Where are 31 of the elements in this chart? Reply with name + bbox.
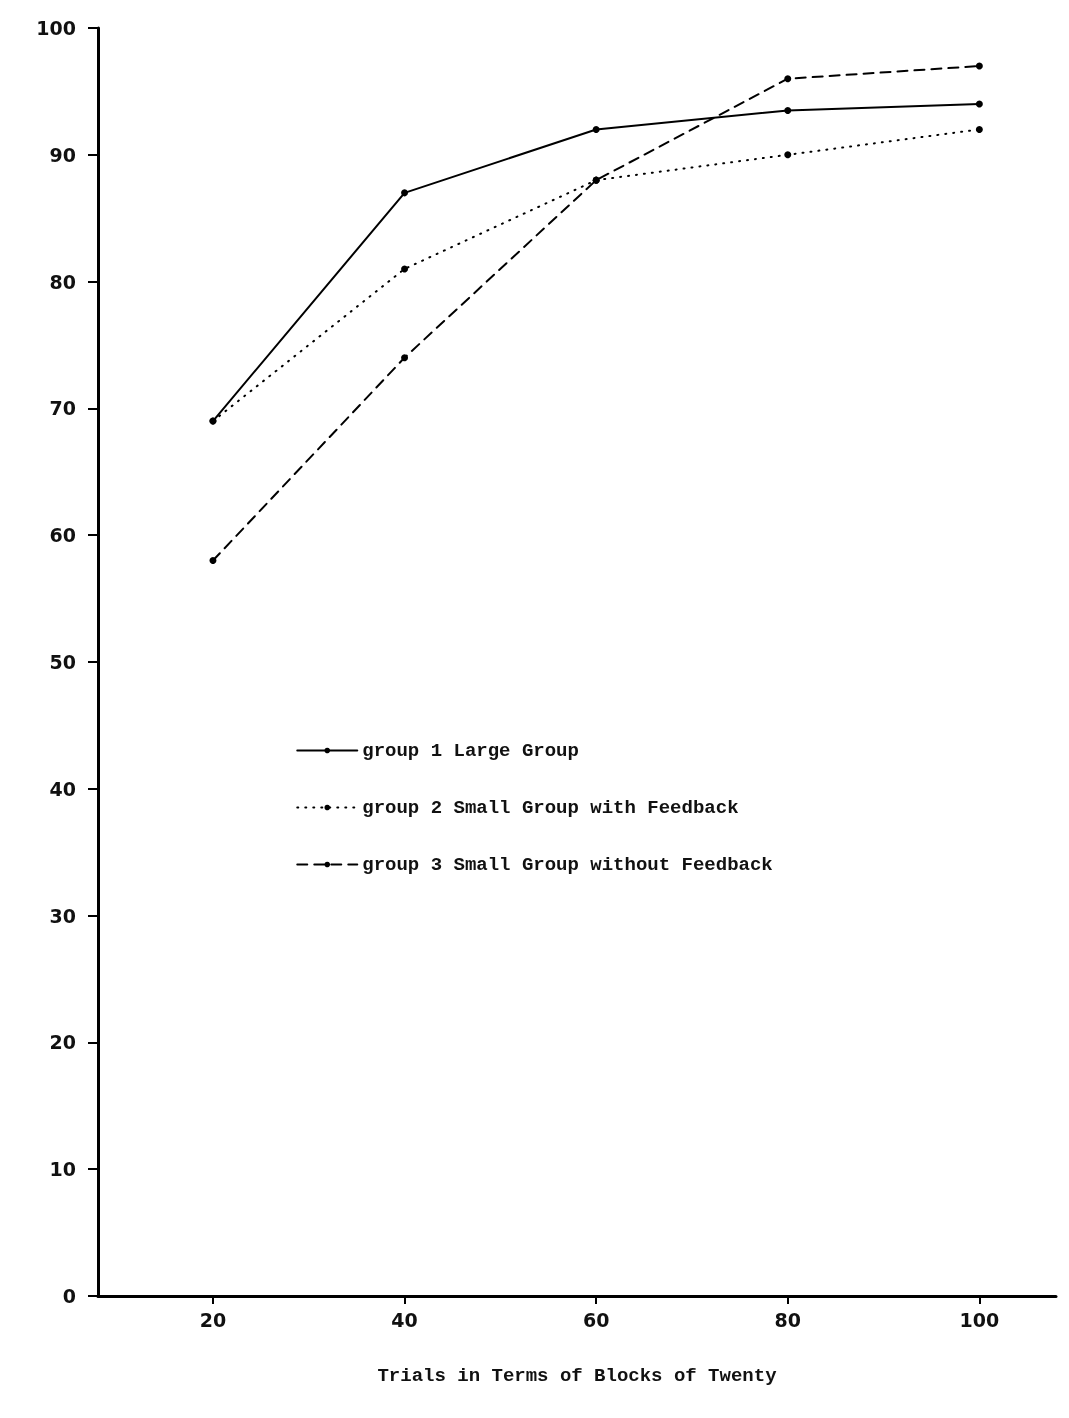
point [401, 189, 409, 197]
x-tick-label: 20 [199, 1308, 227, 1331]
point [784, 151, 792, 159]
legend-label: group 2 Small Group with Feedback [362, 796, 739, 819]
legend-label: group 1 Large Group [362, 739, 579, 762]
point [209, 557, 217, 565]
legend-label: group 3 Small Group without Feedback [362, 853, 773, 876]
y-tick-label: 50 [49, 651, 76, 673]
y-tick-label: 40 [49, 777, 76, 800]
point [975, 62, 983, 70]
point [401, 354, 409, 362]
y-tick-label: 30 [49, 904, 76, 927]
point [401, 265, 409, 273]
y-tick-label: 10 [49, 1158, 76, 1181]
y-tick-label: 20 [49, 1031, 76, 1054]
point [592, 125, 600, 133]
point [975, 125, 983, 133]
y-tick-label: 60 [49, 524, 76, 547]
y-tick-label: 0 [62, 1285, 76, 1307]
x-tick-label: 100 [959, 1308, 1000, 1331]
x-axis-title: Trials in Terms of Blocks of Twenty [377, 1364, 778, 1387]
point [975, 100, 983, 108]
point [784, 106, 792, 114]
x-tick-label: 80 [774, 1308, 801, 1331]
y-tick-label: 80 [49, 270, 76, 293]
point [784, 75, 792, 83]
y-tick-label: 70 [49, 397, 76, 420]
x-tick-label: 60 [582, 1308, 610, 1331]
y-tick-label: 100 [36, 17, 76, 39]
y-tick-label: 90 [49, 143, 76, 166]
x-tick-label: 40 [391, 1308, 418, 1331]
